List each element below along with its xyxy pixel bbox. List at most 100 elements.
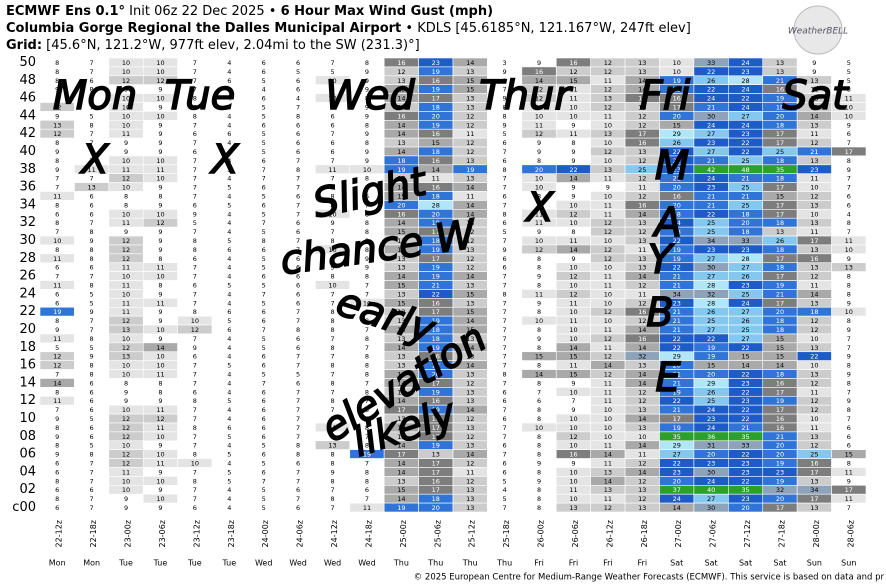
cell-label: 7	[55, 406, 59, 414]
cell-label: 13	[638, 362, 646, 370]
cell-label: 26	[707, 308, 715, 316]
cell-label: 20	[432, 504, 440, 512]
y-tick-label: 40	[19, 144, 36, 159]
cell-label: 27	[741, 308, 749, 316]
cell-label: 4	[227, 148, 231, 156]
cell-label: 7	[90, 326, 94, 334]
cell-label: 12	[638, 121, 646, 129]
cell-label: 7	[330, 388, 334, 396]
cell-label: 20	[673, 477, 681, 485]
cell-label: 27	[707, 273, 715, 281]
day-label: Tue	[221, 559, 236, 568]
cell-label: 11	[53, 255, 61, 263]
x-tick-label: 27-12z	[743, 520, 752, 547]
cell-label: 11	[810, 130, 818, 138]
x-tick-label: 25-00z	[399, 520, 408, 547]
day-label: Sat	[670, 559, 683, 568]
cell-label: 15	[776, 192, 784, 200]
station-info: • KDLS [45.6185°N, 121.167°W, 247ft elev…	[401, 21, 691, 36]
cell-label: 13	[569, 504, 577, 512]
cell-label: 8	[847, 379, 851, 387]
cell-label: 7	[193, 495, 197, 503]
cell-label: 9	[330, 264, 334, 272]
cell-label: 13	[466, 442, 474, 450]
cell-label: 6	[503, 415, 507, 423]
cell-label: 8	[847, 86, 851, 94]
grid-info: [45.6°N, 121.2°W, 977ft elev, 2.04mi to …	[42, 38, 420, 53]
cell-label: 5	[262, 486, 266, 494]
cell-label: 8	[330, 379, 334, 387]
cell-label: 7	[503, 273, 507, 281]
cell-label: 35	[673, 433, 681, 441]
cell-label: 12	[122, 255, 130, 263]
cell-label: 6	[90, 192, 94, 200]
cell-label: 13	[810, 121, 818, 129]
cell-label: 16	[397, 112, 405, 120]
cell-label: 14	[466, 406, 474, 414]
cell-label: 18	[776, 175, 784, 183]
cell-label: 14	[638, 86, 646, 94]
cell-label: 6	[262, 68, 266, 76]
cell-label: 8	[262, 237, 266, 245]
cell-label: 7	[90, 219, 94, 227]
cell-label: 5	[90, 299, 94, 307]
cell-label: 13	[466, 282, 474, 290]
y-tick-label: 16	[19, 358, 36, 373]
cell-label: 14	[638, 210, 646, 218]
cell-label: 24	[741, 121, 749, 129]
cell-label: 12	[604, 308, 612, 316]
cell-label: 23	[741, 68, 749, 76]
cell-label: 22	[432, 290, 440, 298]
cell-label: 25	[638, 166, 646, 174]
x-tick-label: 22-12z	[55, 520, 64, 547]
cell-label: 10	[604, 139, 612, 147]
cell-label: 12	[466, 237, 474, 245]
cell-label: 10	[191, 460, 199, 468]
cell-label: 13	[776, 59, 784, 67]
cell-label: 12	[122, 175, 130, 183]
cell-label: 5	[262, 112, 266, 120]
cell-label: 6	[262, 317, 266, 325]
cell-label: 13	[604, 486, 612, 494]
cell-label: 6	[90, 264, 94, 272]
cell-label: 16	[432, 184, 440, 192]
cell-label: 9	[571, 148, 575, 156]
cell-label: 8	[55, 139, 59, 147]
cell-label: 7	[90, 468, 94, 476]
x-tick-label: 22-18z	[89, 520, 98, 547]
cell-label: 17	[845, 486, 853, 494]
cell-label: 5	[227, 468, 231, 476]
cell-label: 7	[193, 157, 197, 165]
cell-label: 17	[776, 299, 784, 307]
cell-label: 7	[90, 477, 94, 485]
cell-label: 26	[741, 317, 749, 325]
cell-label: 6	[365, 184, 369, 192]
cell-label: 6	[296, 290, 300, 298]
cell-label: 8	[537, 326, 541, 334]
cell-label: 8	[193, 112, 197, 120]
cell-label: 13	[604, 95, 612, 103]
x-tick-label: 28-06z	[846, 520, 855, 547]
cell-label: 29	[673, 442, 681, 450]
cell-label: 18	[776, 371, 784, 379]
cell-label: 20	[776, 112, 784, 120]
cell-label: 7	[296, 362, 300, 370]
cell-label: 8	[571, 139, 575, 147]
cell-label: 11	[604, 442, 612, 450]
cell-label: 6	[193, 504, 197, 512]
cell-label: 6	[296, 460, 300, 468]
cell-label: 42	[707, 166, 715, 174]
cell-label: 27	[741, 264, 749, 272]
cell-label: 34	[673, 290, 681, 298]
cell-label: 8	[55, 77, 59, 85]
cell-label: 7	[503, 237, 507, 245]
cell-label: 18	[432, 192, 440, 200]
cell-label: 8	[55, 157, 59, 165]
cell-label: 6	[227, 130, 231, 138]
cell-label: 10	[122, 157, 130, 165]
day-label: Tue	[118, 559, 133, 568]
cell-label: 7	[55, 273, 59, 281]
cell-label: 12	[810, 442, 818, 450]
cell-label: 5	[90, 290, 94, 298]
cell-label: 9	[571, 460, 575, 468]
